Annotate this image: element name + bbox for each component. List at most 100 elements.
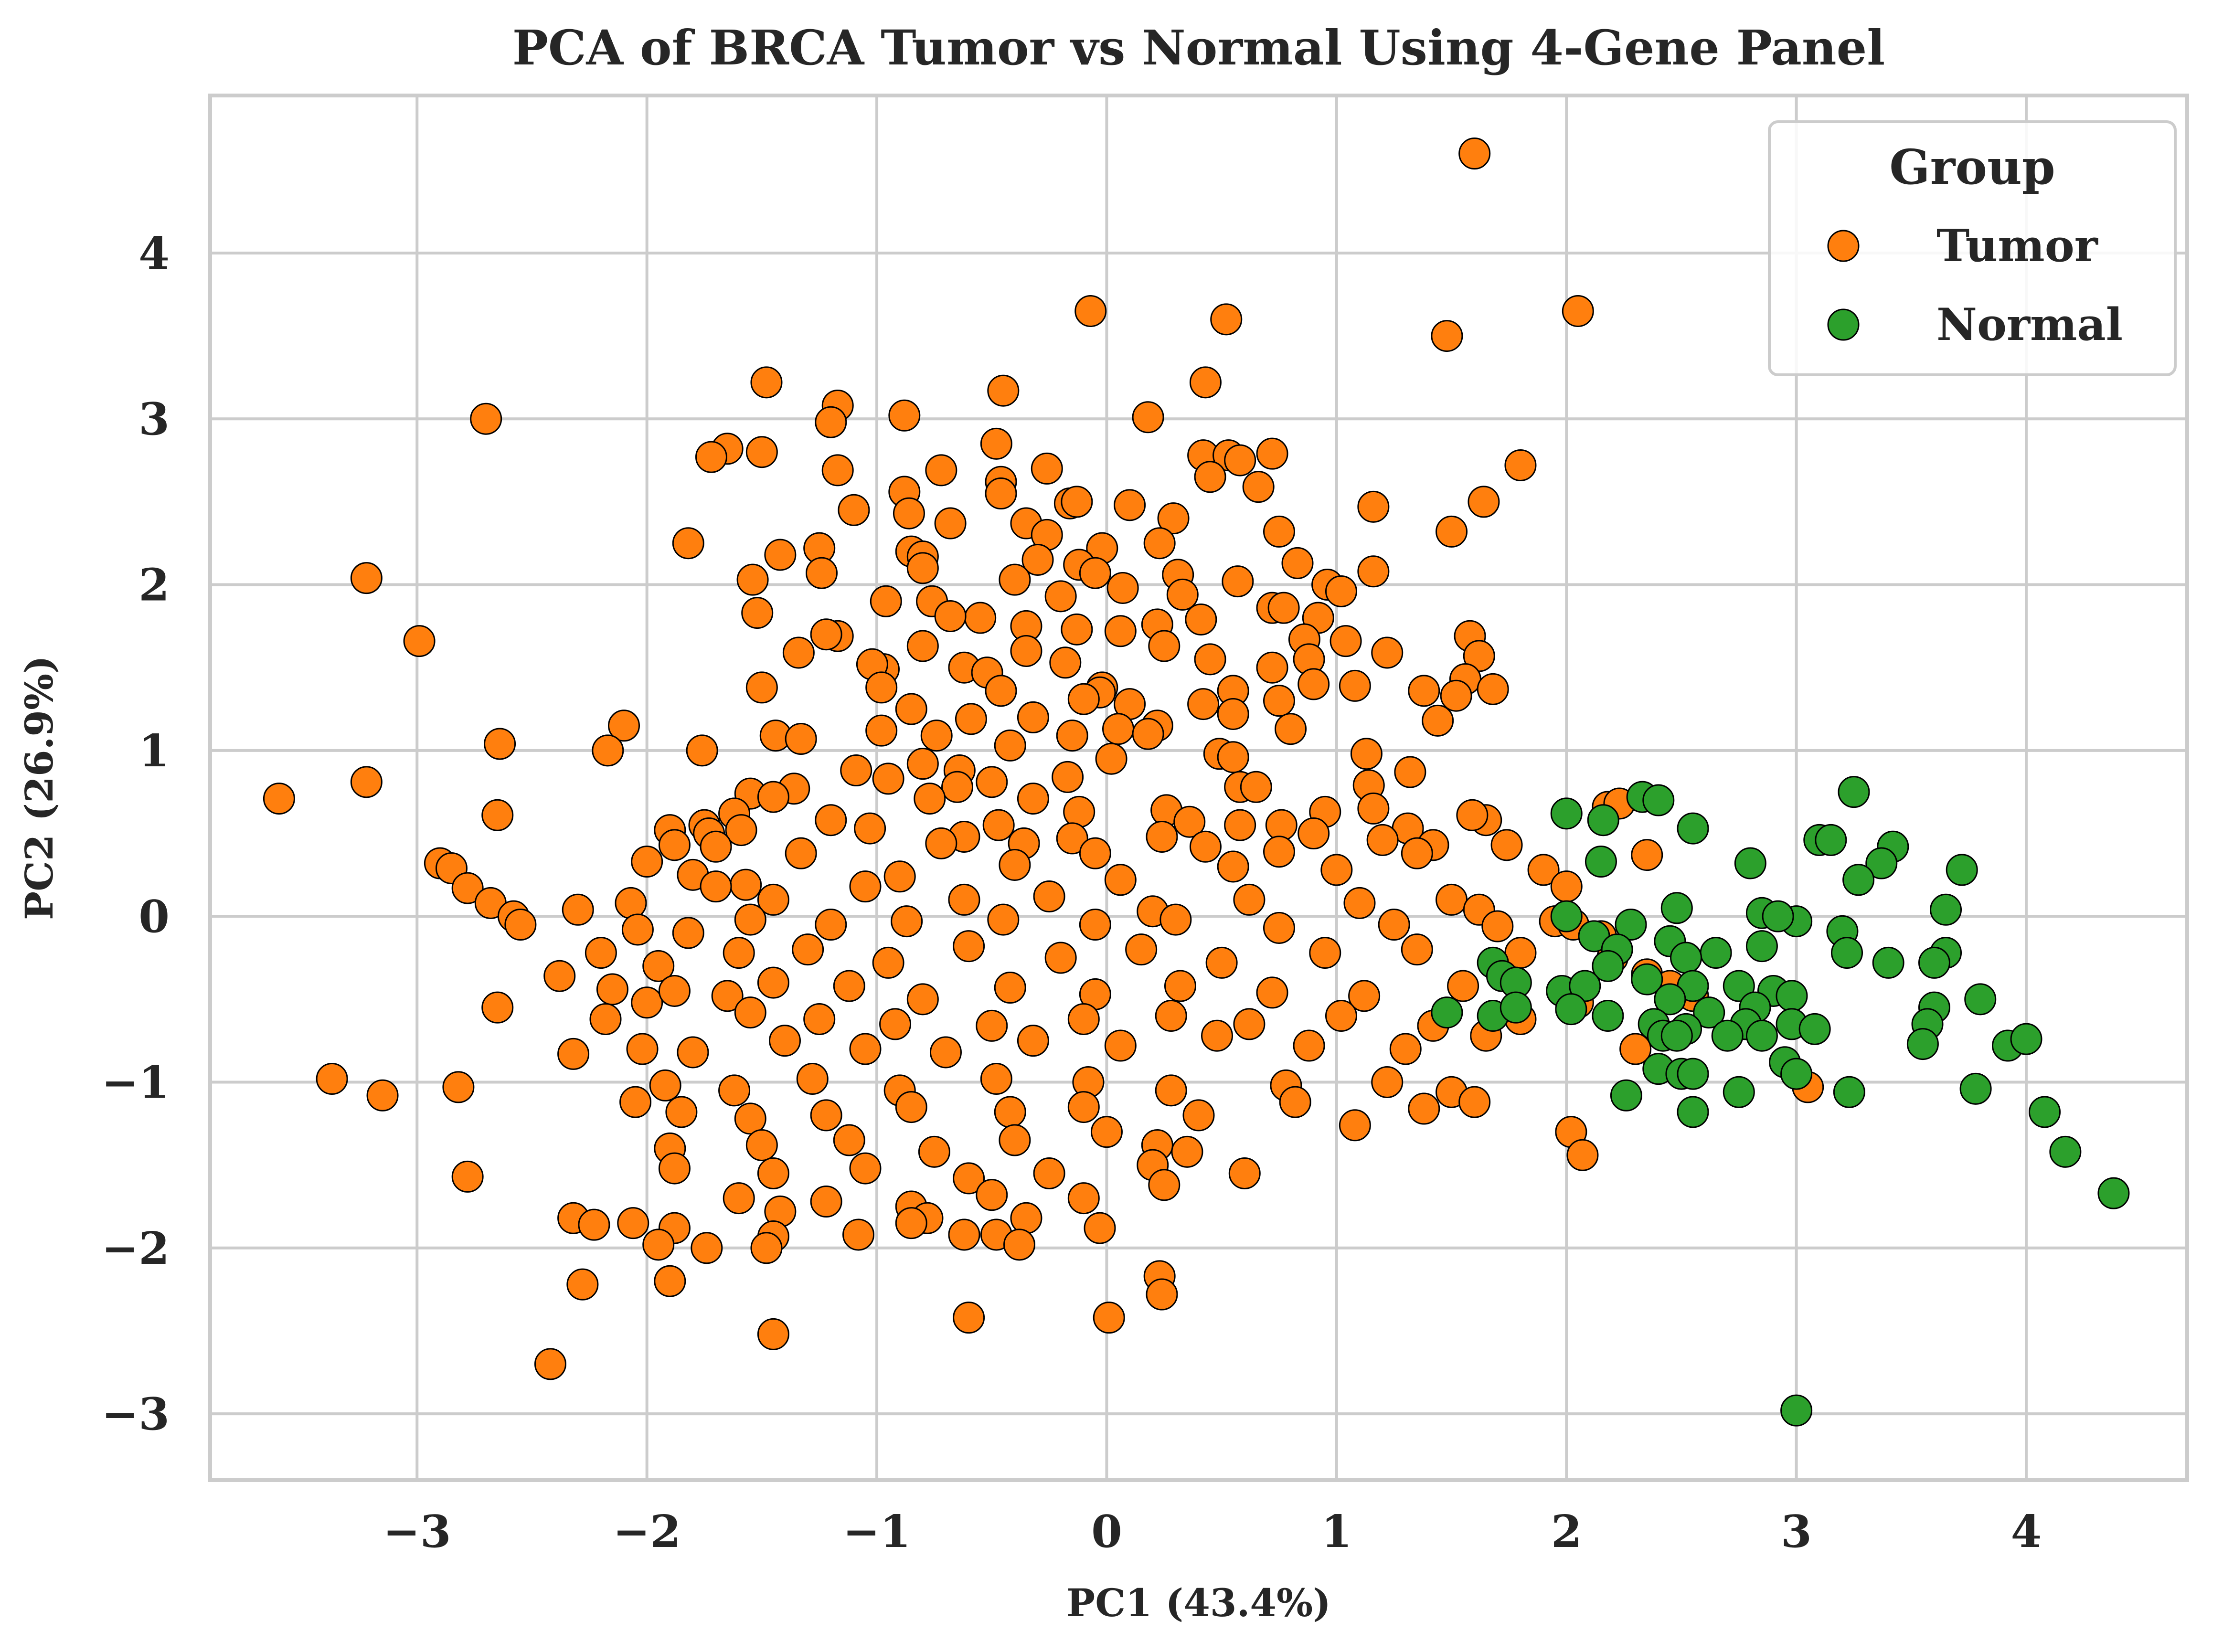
data-point-tumor (1357, 555, 1390, 588)
data-point-tumor (316, 1063, 348, 1095)
data-point-tumor (1155, 1000, 1187, 1032)
data-point-tumor (442, 1071, 475, 1103)
data-point-tumor (994, 1096, 1026, 1128)
data-point-tumor (840, 754, 872, 787)
data-point-tumor (1550, 870, 1583, 903)
data-point-tumor (557, 1038, 590, 1070)
data-point-tumor (1233, 1008, 1266, 1040)
data-point-tumor (741, 597, 774, 629)
data-point-tumor (757, 883, 789, 916)
data-point-tumor (893, 497, 925, 529)
data-point-tumor (1003, 1228, 1036, 1261)
data-point-tumor (1194, 643, 1226, 676)
series-tumor (263, 138, 1824, 1380)
x-tick-label: −1 (843, 1505, 911, 1557)
data-point-tumor (730, 868, 762, 901)
data-point-tumor (1067, 683, 1100, 715)
data-point-normal (1838, 776, 1870, 808)
data-point-tumor (883, 860, 916, 893)
data-point-tumor (1263, 836, 1295, 868)
data-point-normal (1959, 1072, 1992, 1105)
data-point-tumor (810, 618, 842, 651)
data-point-normal (1780, 1058, 1813, 1090)
data-point-tumor (734, 996, 766, 1029)
data-point-tumor (865, 671, 898, 704)
data-point-tumor (948, 1218, 980, 1251)
data-point-tumor (948, 883, 980, 916)
data-point-normal (1745, 1019, 1778, 1052)
data-point-tumor (1132, 401, 1164, 434)
data-point-tumor (1267, 592, 1300, 624)
data-point-tumor (1350, 738, 1383, 770)
data-point-normal (1833, 1076, 1865, 1108)
data-point-tumor (1166, 578, 1199, 611)
data-point-tumor (1408, 1092, 1440, 1125)
legend-marker-normal (1827, 308, 1860, 341)
data-point-tumor (934, 507, 967, 540)
data-point-normal (1670, 942, 1702, 974)
x-tick-label: 3 (1781, 1505, 1812, 1557)
data-point-normal (1865, 847, 1898, 879)
legend: Group Tumor Normal (1768, 120, 2177, 376)
data-point-tumor (1187, 688, 1220, 720)
data-point-tumor (803, 1003, 836, 1035)
legend-label-tumor: Tumor (1936, 220, 2098, 272)
data-point-tumor (1217, 741, 1249, 773)
data-point-normal (1872, 946, 1904, 979)
data-point-tumor (1106, 572, 1139, 604)
data-point-tumor (1431, 320, 1463, 352)
data-point-tumor (1079, 557, 1111, 589)
legend-title: Group (1889, 139, 2055, 195)
data-point-tumor (792, 933, 824, 966)
y-tick-label: 0 (138, 890, 170, 942)
data-point-tumor (1079, 837, 1111, 869)
data-point-tumor (1401, 837, 1433, 869)
data-point-tumor (534, 1348, 566, 1380)
data-point-tumor (785, 837, 817, 869)
data-point-tumor (1010, 635, 1042, 667)
data-point-tumor (821, 454, 854, 487)
data-point-tumor (1017, 1025, 1049, 1057)
data-point-tumor (481, 799, 514, 831)
data-point-tumor (906, 748, 939, 780)
data-point-tumor (589, 1003, 622, 1035)
data-point-tumor (1263, 515, 1295, 548)
data-point-tumor (1330, 625, 1362, 657)
data-point-tumor (1061, 486, 1093, 518)
data-point-tumor (895, 1207, 927, 1239)
data-point-tumor (1233, 883, 1266, 916)
data-point-tumor (484, 728, 516, 760)
data-point-tumor (734, 903, 766, 936)
data-point-tumor (263, 783, 295, 815)
data-point-tumor (941, 771, 974, 803)
data-point-tumor (999, 848, 1031, 881)
data-point-tumor (1201, 1019, 1234, 1052)
y-tick-label: −3 (101, 1388, 170, 1440)
data-point-tumor (451, 872, 484, 904)
data-point-tumor (872, 762, 904, 795)
data-point-tumor (366, 1079, 399, 1112)
data-point-tumor (1343, 887, 1376, 919)
data-point-normal (1677, 1096, 1709, 1128)
data-point-tumor (1298, 668, 1330, 700)
data-point-tumor (1339, 1109, 1371, 1142)
data-point-tumor (1148, 1169, 1181, 1201)
data-point-tumor (723, 1182, 755, 1215)
data-point-normal (1642, 784, 1675, 816)
data-point-tumor (1263, 685, 1295, 717)
y-tick-label: 2 (138, 559, 170, 611)
data-point-tumor (955, 703, 987, 735)
data-point-tumor (1132, 718, 1164, 750)
x-tick-label: −2 (613, 1505, 681, 1557)
data-point-normal (1723, 1076, 1755, 1108)
data-point-normal (1660, 892, 1693, 924)
data-point-tumor (1102, 713, 1135, 745)
data-point-tumor (953, 1162, 985, 1195)
data-point-tumor (672, 527, 704, 560)
data-point-tumor (980, 1063, 1012, 1095)
data-point-tumor (953, 1302, 985, 1334)
data-point-tumor (1074, 295, 1107, 327)
data-point-tumor (658, 829, 691, 861)
data-point-tumor (1217, 850, 1249, 883)
data-point-tumor (757, 1157, 789, 1189)
